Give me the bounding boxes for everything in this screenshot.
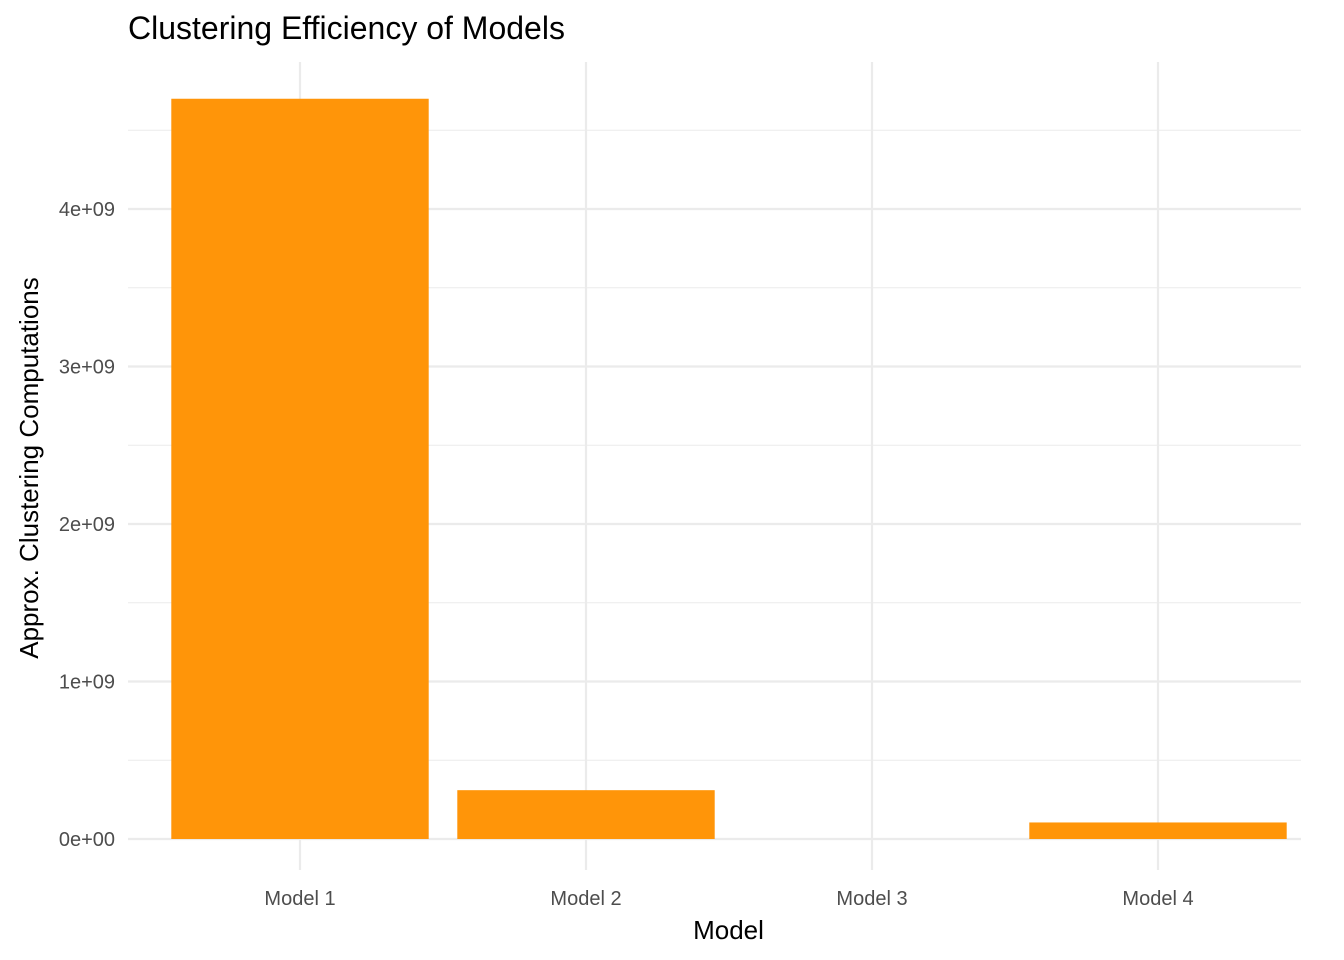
y-axis-ticks: 0e+00 1e+09 2e+09 3e+09 4e+09 (59, 199, 115, 851)
y-tick-label: 1e+09 (59, 672, 115, 694)
bar-model-1 (171, 98, 429, 839)
x-axis-title: Model (693, 915, 764, 945)
bar-model-4 (1029, 822, 1287, 839)
x-axis-ticks: Model 1 Model 2 Model 3 Model 4 (264, 888, 1193, 910)
y-tick-label: 4e+09 (59, 199, 115, 221)
x-tick-label: Model 4 (1122, 888, 1193, 910)
chart-title: Clustering Efficiency of Models (128, 10, 565, 46)
x-tick-label: Model 3 (836, 888, 907, 910)
y-tick-label: 0e+00 (59, 829, 115, 851)
bar-model-2 (457, 790, 715, 839)
x-tick-label: Model 2 (550, 888, 621, 910)
y-axis-title: Approx. Clustering Computations (14, 277, 44, 659)
y-tick-label: 3e+09 (59, 357, 115, 379)
y-tick-label: 2e+09 (59, 514, 115, 536)
x-tick-label: Model 1 (264, 888, 335, 910)
bars-layer (171, 98, 1287, 839)
